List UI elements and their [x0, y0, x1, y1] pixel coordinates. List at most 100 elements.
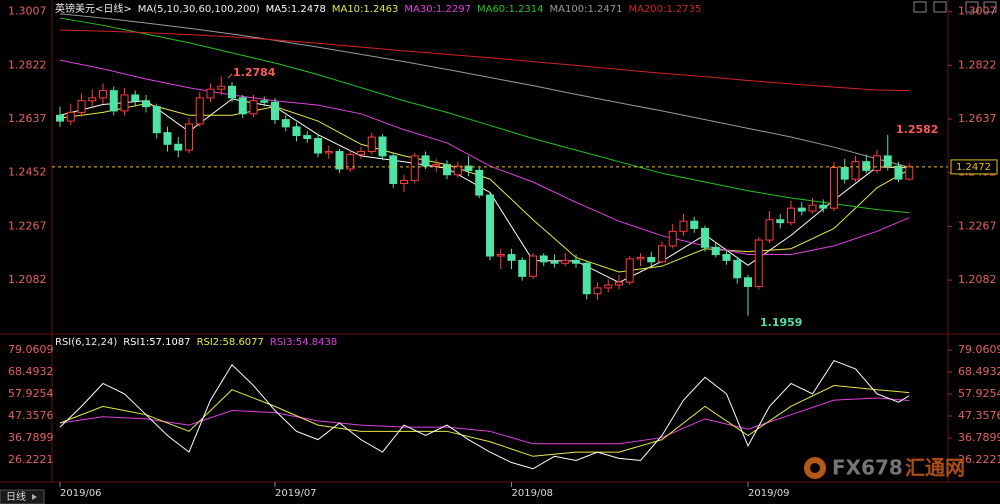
tab-label[interactable]: 日线 [6, 490, 26, 503]
candle-body [281, 119, 290, 128]
candle-body [550, 261, 559, 264]
watermark: FX678 汇通网 [804, 456, 965, 480]
y-tick-label-right: 57.9254 [958, 387, 1000, 400]
y-tick-label-right: 26.2221 [958, 453, 1000, 466]
candle-body [142, 100, 150, 108]
candle-body [421, 155, 430, 167]
candle-body [604, 284, 613, 289]
legend-entry: MA60:1.2314 [477, 4, 544, 15]
chart-title: 英镑美元<日线> [55, 2, 132, 15]
candle-body [851, 161, 860, 180]
tab-box[interactable] [0, 489, 45, 504]
legend-entry: MA30:1.2297 [404, 4, 471, 15]
candle-body [561, 259, 570, 264]
y-tick-label: 1.3007 [8, 5, 47, 18]
candle-body [765, 219, 774, 241]
y-tick-label-right: 79.0609 [958, 343, 1000, 356]
close-icon[interactable] [983, 1, 997, 13]
ma-line [59, 59, 910, 256]
candle-body [99, 90, 107, 99]
candle-body [636, 256, 645, 260]
y-tick-label: 1.2082 [8, 273, 47, 286]
candle-body [324, 151, 333, 154]
annotation-pointer [227, 73, 233, 79]
candle-body [453, 165, 462, 176]
y-tick-label-right: 1.2267 [958, 219, 997, 232]
candle-body [357, 151, 365, 155]
y-tick-label-right: 68.4932 [958, 365, 1000, 378]
candle-body [582, 262, 591, 295]
menu-icon[interactable] [913, 1, 927, 13]
candle-body [303, 135, 312, 139]
candle-body [346, 153, 355, 170]
legend-entry: RSI1:57.1087 [123, 337, 190, 348]
candle-body [56, 114, 64, 122]
candle-body [163, 132, 172, 145]
candle-body [615, 281, 623, 286]
watermark-name: 汇通网 [905, 456, 965, 480]
annotation-high: 1.2582 [896, 123, 938, 136]
y-tick-label-right: 47.3576 [958, 409, 1000, 422]
candle-body [711, 246, 720, 256]
candle-body [475, 169, 484, 196]
candle-body [314, 137, 322, 154]
x-tick-label: 2019/09 [748, 488, 790, 499]
candle-body [883, 155, 892, 167]
candle-body [152, 106, 161, 134]
y-tick-label: 26.2221 [8, 453, 54, 466]
restore-icon[interactable] [965, 1, 979, 13]
candle-body [66, 111, 75, 122]
candle-body [120, 94, 129, 112]
legend-entry: RSI3:54.8438 [270, 337, 337, 348]
candle-body [271, 101, 279, 121]
y-tick-label-right: 36.7899 [958, 431, 1000, 444]
legend-entry: RSI2:58.6077 [197, 337, 264, 348]
candle-body [539, 255, 548, 263]
footer-tab[interactable]: 日线 [0, 489, 45, 504]
layout-icon[interactable] [933, 1, 947, 13]
watermark-logo-inner [810, 463, 820, 473]
candle-body [292, 126, 301, 137]
rsi-line [59, 397, 910, 445]
candle-body [238, 97, 247, 115]
candle-body [679, 220, 688, 232]
candle-body [894, 165, 903, 180]
legend-entry: MA10:1.2463 [332, 4, 399, 15]
candle-body [217, 85, 226, 90]
candle-body [400, 180, 408, 184]
candle-body [572, 259, 580, 264]
ma-line [59, 17, 910, 214]
annotation-low: 1.1959 [760, 316, 802, 329]
window-controls[interactable] [913, 1, 997, 13]
tab-arrow [32, 494, 37, 500]
x-tick-label: 2019/07 [275, 488, 317, 499]
candle-body [496, 254, 505, 257]
candle-body [410, 155, 419, 182]
y-tick-label-right: 1.2822 [958, 58, 997, 71]
y-tick-label-right: 1.3007 [958, 5, 997, 18]
candle-body [206, 88, 215, 99]
y-tick-label: 1.2637 [8, 112, 47, 125]
candle-body [593, 287, 602, 295]
candle-body [701, 227, 709, 248]
candle-body [658, 245, 666, 263]
candle-body [776, 219, 785, 224]
y-tick-label: 1.2822 [8, 58, 47, 71]
legend-entry: MA100:1.2471 [550, 4, 623, 15]
candle-body [249, 100, 258, 115]
candle-body [443, 164, 451, 176]
candle-body [744, 277, 752, 287]
y-tick-label-right: 1.2082 [958, 273, 997, 286]
candle-body [819, 204, 828, 209]
chart-title: RSI(6,12,24) [55, 337, 117, 348]
y-tick-label-right: 1.2637 [958, 112, 997, 125]
legend-entry: MA200:1.2735 [628, 4, 701, 15]
candle-body [88, 97, 97, 102]
candle-body [367, 136, 376, 153]
rsi-line [59, 359, 910, 470]
candle-body [733, 259, 742, 279]
candle-body [797, 207, 806, 212]
candle-body [787, 207, 795, 224]
